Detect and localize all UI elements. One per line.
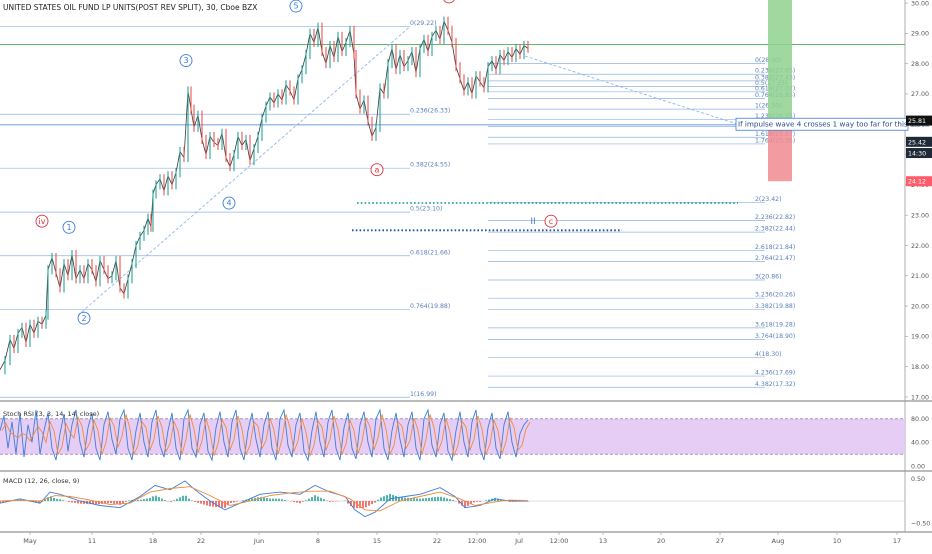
price-axis-label: 17.00 — [911, 394, 929, 401]
fib-retracement-label: 0(29.22) — [410, 20, 436, 27]
fib-retracement-label: 0.236(26.33) — [410, 108, 450, 115]
elliott-wave-circle — [62, 220, 76, 234]
fib-retracement-label: 0.382(24.55) — [410, 162, 450, 169]
fib-retracement-label: 0.5(23.10) — [410, 206, 442, 213]
price-axis-label: 27.00 — [911, 91, 929, 98]
position-loss-zone — [768, 120, 792, 182]
elliott-wave-circle — [443, 0, 455, 4]
price-axis-label: 30.00 — [911, 0, 929, 7]
fib-extension-label: 4.382(17.32) — [755, 381, 795, 388]
wave-marker: II — [530, 217, 535, 227]
fib-extension-label: 3.236(20.26) — [755, 292, 795, 299]
elliott-wave-label: 4 — [226, 199, 231, 208]
time-axis-label: 11 — [88, 537, 96, 545]
price-badge — [906, 176, 932, 187]
time-axis-label: 15 — [373, 537, 381, 545]
time-axis-label: 12:00 — [550, 537, 569, 545]
elliott-wave-circle — [370, 163, 384, 177]
time-axis-label: 13 — [599, 537, 607, 545]
time-axis-label: Jul — [514, 537, 523, 545]
time-axis-label: 10 — [833, 537, 841, 545]
price-badge — [906, 148, 932, 159]
macd-axis-label: 0.50 — [911, 476, 925, 483]
price-badge-label: 14:30 — [908, 151, 926, 158]
fib-extension-label: 3.382(19.88) — [755, 303, 795, 310]
fib-extension-label: 2.382(22.44) — [755, 226, 795, 233]
price-axis-label: 19.00 — [911, 334, 929, 341]
fib-retracement-label: 0.618(21.66) — [410, 249, 450, 256]
time-axis-label: May — [23, 537, 37, 545]
elliott-wave-circle — [544, 214, 558, 228]
time-axis-label: 20 — [657, 537, 665, 545]
macd-axis-label: −0.50 — [911, 521, 930, 528]
stoch-rsi-label: Stoch RSI (3, 3, 14, 14, close) — [3, 410, 100, 418]
price-axis-label: 21.00 — [911, 273, 929, 280]
price-badge — [906, 136, 932, 147]
time-axis-label: 12:00 — [468, 537, 487, 545]
fib-extension-label: 2.618(21.84) — [755, 244, 795, 251]
time-axis-label: Aug — [772, 537, 785, 545]
fib-extension-label: 3.764(18.90) — [755, 333, 795, 340]
fib-extension-label: 4.236(17.69) — [755, 370, 795, 377]
price-axis-label: 22.00 — [911, 243, 929, 250]
stoch-axis-label: 80.00 — [911, 416, 929, 423]
macd-label: MACD (12, 26, close, 9) — [3, 477, 80, 485]
elliott-wave-circle — [289, 0, 303, 13]
annotation-text: If impulse wave 4 crosses 1 way too far … — [738, 120, 930, 129]
elliott-wave-label: 3 — [183, 56, 188, 65]
elliott-wave-circle — [77, 311, 91, 325]
macd-line — [0, 480, 528, 518]
elliott-wave-label: c — [549, 217, 553, 226]
price-axis-label: 20.00 — [911, 303, 929, 310]
elliott-wave-label: b — [446, 0, 451, 2]
stoch-axis-label: 40.00 — [911, 440, 929, 447]
time-axis-label: 27 — [716, 537, 724, 545]
chart-title: UNITED STATES OIL FUND LP UNITS(POST REV… — [3, 3, 258, 12]
price-badge-label: 25.42 — [908, 139, 926, 146]
macd-signal-line — [0, 486, 529, 512]
time-axis-label: 18 — [149, 537, 157, 545]
elliott-wave-label: 5 — [293, 2, 298, 11]
stoch-axis-label: 0.00 — [911, 463, 925, 470]
time-axis-label: 22 — [197, 537, 205, 545]
price-axis-label: 18.00 — [911, 364, 929, 371]
fib-extension-label: 2(23.42) — [755, 196, 781, 203]
time-axis-label: 17 — [893, 537, 901, 545]
elliott-wave-circle — [35, 214, 49, 228]
elliott-wave-label: a — [375, 165, 380, 174]
price-badge-label: 24.12 — [908, 179, 926, 186]
position-profit-zone — [768, 0, 792, 121]
fib-retracement-label: 1(16.99) — [410, 391, 436, 398]
stoch-d-line — [1, 414, 531, 458]
price-axis-label: 29.00 — [911, 31, 929, 38]
price-badge-label: 25.81 — [908, 118, 926, 125]
price-badge — [906, 115, 932, 126]
time-axis-label: 8 — [316, 537, 320, 545]
fib-extension-label: 2.764(21.47) — [755, 255, 795, 262]
elliott-wave-label: 2 — [81, 314, 86, 323]
stoch-k-line — [0, 408, 529, 462]
fib-extension-label: 3(20.86) — [755, 274, 781, 281]
time-axis-label: Jun — [253, 537, 264, 545]
elliott-wave-label: iv — [39, 217, 46, 226]
elliott-wave-circle — [222, 196, 236, 210]
price-axis-label: 23.00 — [911, 212, 929, 219]
fib-extension-label: 2.236(22.82) — [755, 214, 795, 221]
price-axis-label: 28.00 — [911, 61, 929, 68]
fib-extension-label: 4(18.30) — [755, 351, 781, 358]
fib-extension-label: 3.618(19.28) — [755, 321, 795, 328]
trend-line — [524, 55, 739, 125]
elliott-wave-circle — [179, 54, 193, 68]
fib-retracement-label: 0.764(19.88) — [410, 303, 450, 310]
elliott-wave-label: 1 — [66, 223, 71, 232]
time-axis-label: 22 — [433, 537, 441, 545]
